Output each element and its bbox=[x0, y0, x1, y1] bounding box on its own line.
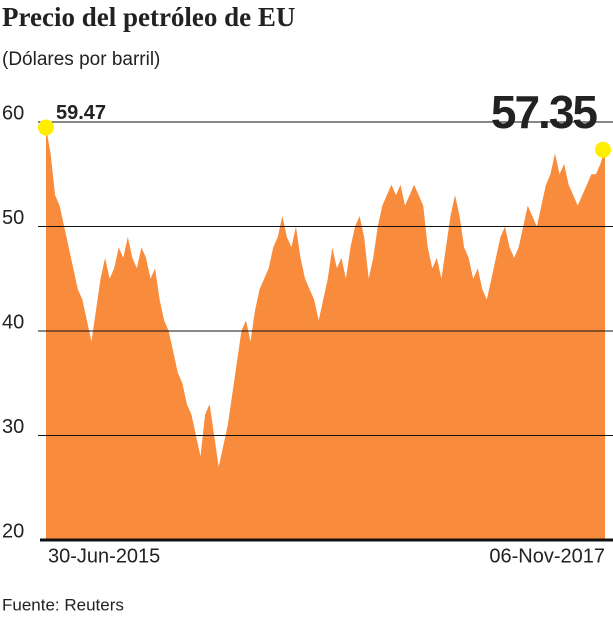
chart-subtitle: (Dólares por barril) bbox=[2, 49, 160, 70]
x-tick-label: 06-Nov-2017 bbox=[489, 545, 605, 567]
source: Fuente: Reuters bbox=[2, 595, 124, 614]
y-tick-label: 50 bbox=[2, 207, 24, 229]
value-label: 59.47 bbox=[56, 102, 106, 124]
marker bbox=[38, 119, 54, 136]
y-tick-label: 20 bbox=[2, 520, 24, 542]
y-tick-label: 30 bbox=[2, 416, 24, 438]
value-label: 57.35 bbox=[491, 86, 598, 138]
chart-title: Precio del petróleo de EU bbox=[2, 2, 295, 32]
x-tick-label: 30-Jun-2015 bbox=[48, 545, 160, 567]
y-tick-label: 60 bbox=[2, 102, 24, 124]
marker bbox=[595, 141, 611, 158]
y-tick-label: 40 bbox=[2, 311, 24, 333]
area bbox=[46, 127, 605, 540]
